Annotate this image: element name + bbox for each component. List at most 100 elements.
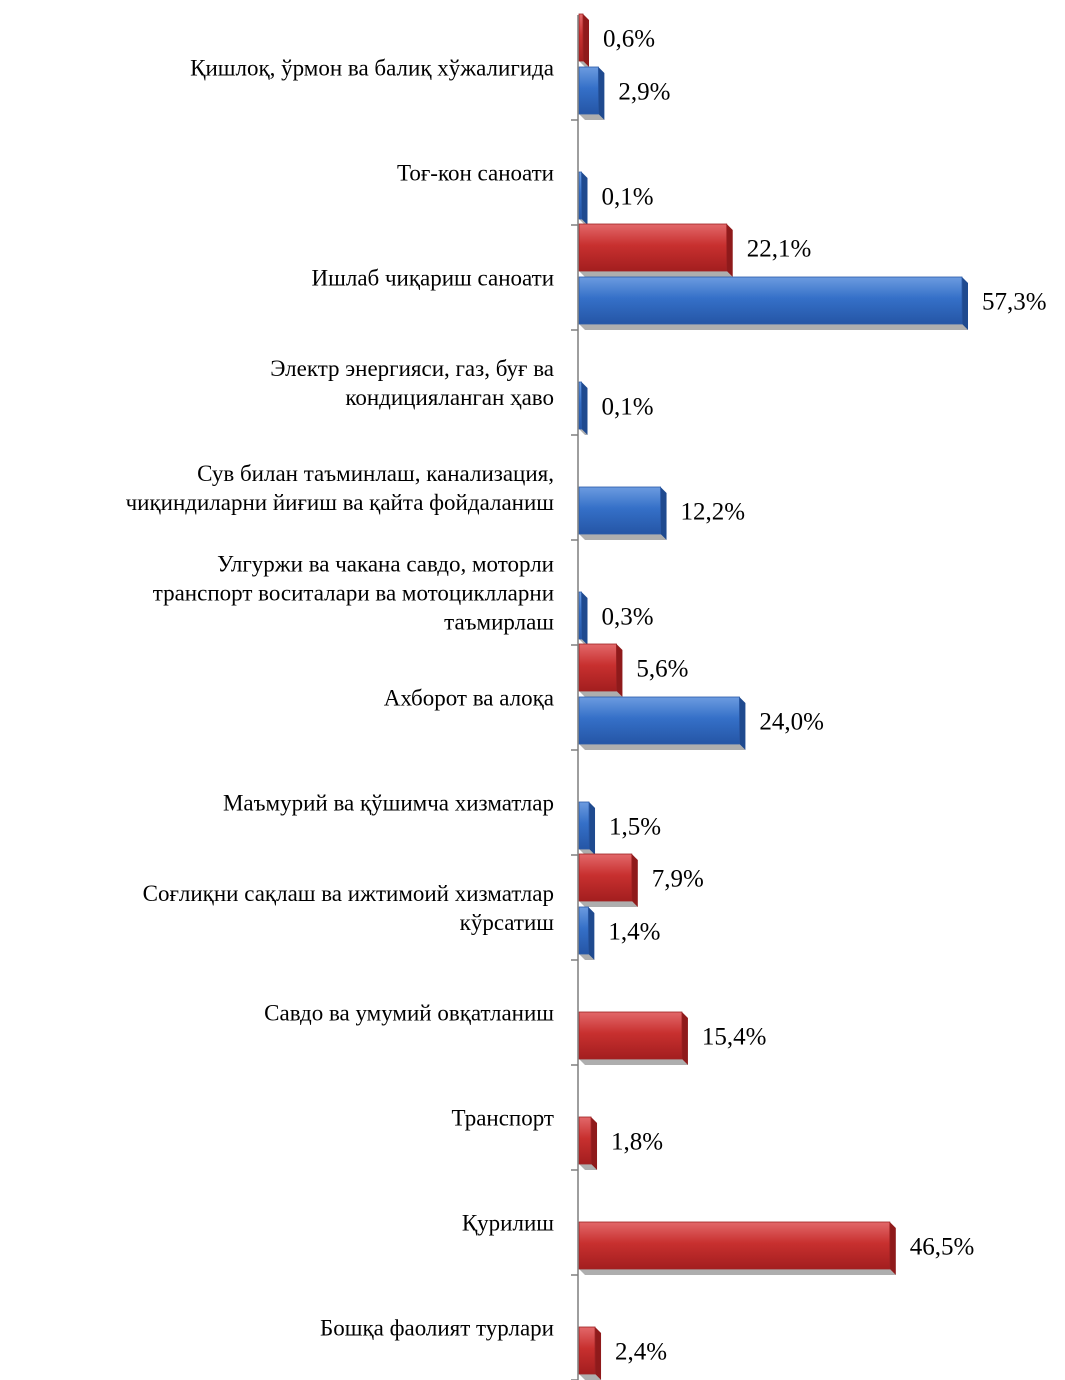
bar-side [581, 592, 588, 645]
bar-side [581, 172, 588, 225]
data-label: 2,4% [615, 1339, 667, 1366]
data-label: 1,5% [609, 814, 661, 841]
bar-side [595, 1327, 602, 1380]
bar [578, 643, 623, 697]
bar-shadow [579, 114, 605, 120]
bar-side [660, 487, 667, 540]
bar-face [578, 1011, 683, 1060]
data-label: 0,1% [602, 394, 654, 421]
bar-side [616, 644, 623, 697]
bar-shadow [579, 271, 733, 277]
bar-side [726, 224, 733, 277]
category-label: кўрсатиш [460, 910, 555, 935]
bar [578, 223, 733, 277]
category-label: Соғлиқни сақлаш ва ижтимоий хизматлар [143, 881, 554, 906]
bar-face [578, 591, 582, 640]
bar-shadow [579, 1059, 688, 1065]
data-label: 57,3% [982, 289, 1047, 316]
bars-layer [578, 13, 968, 1380]
axis-layer [571, 15, 579, 1380]
category-label: Сув билан таъминлаш, канализация, [197, 461, 554, 486]
category-label: Ахборот ва алоқа [384, 686, 554, 711]
bar-shadow [579, 849, 596, 855]
bar [578, 696, 746, 750]
category-label: транспорт воситалари ва мотоциклларни [153, 581, 554, 606]
category-label: Улгуржи ва чакана савдо, моторли [217, 552, 554, 577]
bar [578, 381, 588, 435]
bar-face [578, 223, 728, 272]
bar-face [578, 1116, 592, 1165]
bar-shadow [579, 1164, 598, 1170]
bar [578, 853, 638, 907]
bar [578, 906, 595, 960]
bar-side [681, 1012, 688, 1065]
bar-face [578, 381, 582, 430]
bar-shadow [579, 1269, 896, 1275]
bar [578, 1326, 602, 1380]
bar-side [889, 1222, 896, 1275]
category-label: Тоғ-кон саноати [397, 161, 554, 186]
bar-face [578, 906, 589, 955]
bar-face [578, 276, 963, 325]
bar-shadow [579, 691, 623, 697]
data-label: 7,9% [652, 866, 704, 893]
category-label: чиқиндиларни йиғиш ва қайта фойдаланиш [126, 490, 555, 515]
category-label: Электр энергияси, газ, буғ ва [270, 356, 554, 381]
category-label: Бошқа фаолият турлари [320, 1316, 554, 1341]
bar-face [578, 171, 582, 220]
bar-side [598, 67, 605, 120]
bar-side [589, 802, 596, 855]
bar-side [739, 697, 746, 750]
bar-shadow [579, 534, 667, 540]
bar [578, 801, 596, 855]
bar-face [578, 66, 599, 115]
bar-face [578, 801, 590, 850]
category-label: Маъмурий ва қўшимча хизматлар [223, 791, 554, 816]
bar-face [578, 1326, 596, 1375]
data-label: 46,5% [910, 1234, 975, 1261]
bar-side [631, 854, 638, 907]
data-label: 22,1% [747, 236, 812, 263]
bar [578, 276, 968, 330]
data-label: 2,9% [618, 79, 670, 106]
bar-shadow [579, 324, 968, 330]
data-label: 0,3% [602, 604, 654, 631]
bar [578, 1116, 598, 1170]
bar [578, 66, 605, 120]
category-label: таъмирлаш [444, 610, 554, 635]
bar-shadow [579, 901, 638, 907]
data-label: 0,1% [602, 184, 654, 211]
bar-face [578, 1221, 891, 1270]
bar-shadow [579, 1374, 602, 1380]
category-label: Қурилиш [462, 1211, 554, 1236]
bar-shadow [579, 429, 588, 435]
data-label: 0,6% [603, 26, 655, 53]
bar-side [962, 277, 968, 330]
bar [578, 1011, 688, 1065]
labels-layer: 0,6% 2,9% Қишлоқ, ўрмон ва балиқ хўжалигид… [126, 26, 1047, 1366]
bar [578, 13, 590, 67]
bar [578, 591, 588, 645]
bar-side [583, 14, 590, 67]
bar-face [578, 853, 633, 902]
bar-face [578, 696, 740, 745]
bar-face [578, 643, 617, 692]
bar-side [588, 907, 595, 960]
bar-shadow [579, 744, 746, 750]
bar-side [581, 382, 588, 435]
category-label: Транспорт [452, 1106, 554, 1131]
bar-shadow [579, 61, 590, 67]
category-label: Қишлоқ, ўрмон ва балиқ хўжалигида [190, 56, 554, 81]
bar-shadow [579, 639, 588, 645]
bar-face [578, 486, 661, 535]
data-label: 24,0% [759, 709, 824, 736]
bar-shadow [579, 219, 588, 225]
data-label: 12,2% [681, 499, 746, 526]
bar-shadow [579, 954, 595, 960]
bar [578, 171, 588, 225]
bar [578, 486, 667, 540]
bar-side [591, 1117, 598, 1170]
category-label: Савдо ва умумий овқатланиш [264, 1001, 554, 1026]
data-label: 15,4% [702, 1024, 767, 1051]
